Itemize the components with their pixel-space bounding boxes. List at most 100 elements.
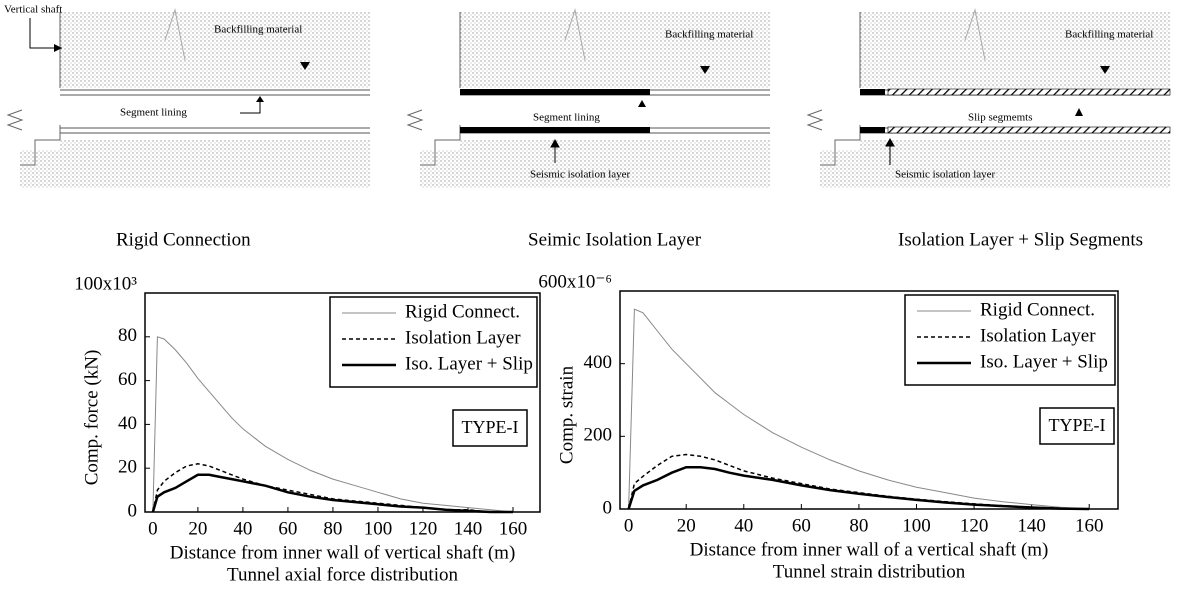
arrow — [240, 100, 261, 114]
y-tick-label: 200 — [584, 425, 613, 446]
diagrams: Vertical shaft Backfilling material Segmen… — [4, 4, 1171, 250]
diagram-caption: Rigid Connection — [116, 229, 251, 250]
data-line — [627, 465, 1090, 511]
arrow — [550, 138, 560, 163]
legend-label: Isolation Layer — [405, 327, 521, 348]
x-tick-label: 60 — [278, 518, 297, 539]
legend-label: Rigid Connect. — [980, 299, 1095, 320]
diagram-label: Segment lining — [533, 112, 600, 124]
y-tick-label: 0 — [603, 497, 613, 518]
x-tick-label: 0 — [148, 518, 158, 539]
data-line — [152, 336, 514, 513]
arrow-shaft — [29, 18, 62, 49]
annotation-box — [1039, 407, 1115, 445]
x-tick-label: 120 — [960, 515, 989, 536]
arrow — [638, 100, 646, 107]
shaft-ground — [820, 150, 860, 188]
backfill-upper — [860, 12, 1170, 88]
break-mark — [406, 109, 424, 131]
diagram-label: Backfilling material — [665, 29, 753, 41]
diagram-label: Backfilling material — [214, 24, 302, 36]
y-tick-label: 60 — [118, 369, 137, 390]
y-axis-label: Comp. strain — [556, 365, 577, 464]
shaft-ground — [20, 150, 60, 188]
x-tick-label: 160 — [1075, 515, 1104, 536]
chart-caption: Tunnel axial force distribution — [227, 564, 458, 585]
x-axis-label: Distance from inner wall of vertical sha… — [170, 542, 516, 563]
x-tick-label: 40 — [734, 515, 753, 536]
y-tick-label: 0 — [128, 500, 138, 521]
diagram-caption: Seimic Isolation Layer — [528, 229, 702, 250]
shaft-wall — [420, 12, 461, 166]
isolation-lower — [460, 127, 650, 133]
x-tick-label: 100 — [364, 518, 393, 539]
arrow — [1100, 66, 1110, 74]
diagram-panel: Backfilling material Segment lining Seismi… — [406, 8, 770, 250]
x-axis-label: Distance from inner wall of a vertical s… — [690, 539, 1049, 560]
data-line — [152, 463, 513, 513]
legend-label: Iso. Layer + Slip — [405, 353, 533, 374]
x-tick-label: 80 — [323, 518, 342, 539]
x-tick-label: 20 — [677, 515, 696, 536]
data-line — [627, 453, 1090, 510]
diagram-label: Seismic isolation layer — [895, 169, 996, 181]
arrowhead — [256, 96, 264, 102]
legend-box — [904, 294, 1116, 386]
slip-lower — [887, 126, 1171, 134]
diagram-label: Backfilling material — [1065, 29, 1153, 41]
isolation-upper — [460, 89, 650, 95]
spike — [164, 8, 186, 61]
annotation: TYPE-I — [462, 417, 519, 437]
diagram-panel: Vertical shaft Backfilling material Segmen… — [4, 4, 370, 250]
chart-caption: Tunnel strain distribution — [773, 561, 966, 582]
legend-box — [329, 296, 538, 388]
x-tick-label: 0 — [624, 515, 634, 536]
annotation: TYPE-I — [1049, 415, 1106, 435]
plot-frame — [619, 290, 1119, 510]
diagram-caption: Isolation Layer + Slip Segments — [898, 229, 1143, 250]
isolation-lower — [860, 127, 885, 133]
x-tick-label: 20 — [188, 518, 207, 539]
legend-label: Iso. Layer + Slip — [980, 351, 1108, 372]
y-tick-label: 100x10³ — [74, 273, 137, 294]
y-axis-label: Comp. force (kN) — [81, 350, 102, 486]
data-line — [151, 473, 513, 514]
x-tick-label: 140 — [1017, 515, 1046, 536]
arrow — [700, 66, 710, 74]
y-tick-label: 400 — [584, 352, 613, 373]
legend-label: Isolation Layer — [980, 325, 1096, 346]
x-tick-label: 80 — [849, 515, 868, 536]
backfill-lower — [460, 140, 770, 188]
arrow — [885, 137, 895, 165]
arrowhead — [54, 44, 62, 52]
legend-label: Rigid Connect. — [405, 301, 520, 322]
diagram-label: Slip segmemts — [968, 112, 1032, 124]
arrow — [1075, 108, 1083, 116]
backfill-upper — [460, 12, 770, 88]
x-tick-label: 120 — [409, 518, 438, 539]
diagram-label: Seismic isolation layer — [530, 169, 631, 181]
y-tick-label: 40 — [118, 413, 137, 434]
annotation-box — [452, 409, 528, 447]
x-tick-label: 100 — [902, 515, 931, 536]
backfill-lower — [60, 140, 370, 188]
diagram-panel: Backfilling material Slip segmemts Seismic… — [806, 8, 1171, 250]
break-mark — [806, 109, 824, 131]
break-mark — [6, 109, 24, 131]
plot-frame — [144, 292, 541, 513]
diagram-label: Vertical shaft — [4, 4, 62, 16]
data-line — [628, 308, 1090, 510]
shaft-wall — [20, 12, 61, 166]
spike — [964, 8, 986, 61]
shaft-wall — [820, 12, 861, 166]
spike — [564, 8, 586, 61]
diagram-label: Segment lining — [120, 107, 187, 119]
y-tick-label: 20 — [118, 457, 137, 478]
slip-upper — [887, 88, 1171, 96]
shaft-ground — [420, 150, 460, 188]
backfill-lower — [860, 140, 1170, 188]
x-tick-label: 40 — [233, 518, 252, 539]
isolation-upper — [860, 89, 885, 95]
